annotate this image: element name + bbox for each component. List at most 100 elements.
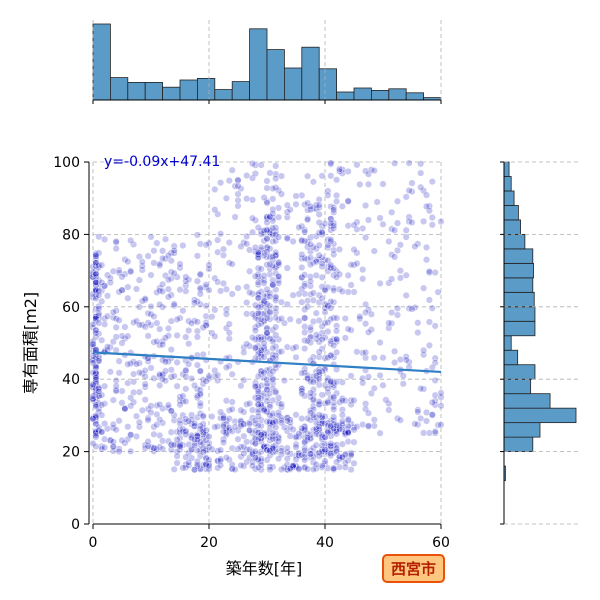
scatter-point [272, 323, 280, 331]
scatter-point [338, 169, 346, 177]
scatter-point [275, 272, 283, 280]
scatter-point [225, 177, 233, 185]
scatter-point [89, 439, 97, 447]
scatter-point [425, 318, 433, 326]
scatter-point [167, 317, 175, 325]
scatter-point [266, 447, 274, 455]
scatter-point [312, 201, 320, 209]
scatter-point [150, 312, 158, 320]
scatter-point [408, 305, 416, 313]
scatter-point [324, 302, 332, 310]
x-axis-title: 築年数[年] [226, 559, 303, 578]
scatter-point [315, 218, 323, 226]
scatter-point [278, 190, 286, 198]
scatter-point [225, 239, 233, 247]
scatter-point [307, 277, 315, 285]
scatter-point [132, 412, 140, 420]
scatter-point [301, 336, 309, 344]
scatter-point [95, 233, 103, 241]
scatter-point [292, 411, 300, 419]
scatter-point [138, 406, 146, 414]
scatter-point [336, 422, 344, 430]
x-hist-bar [336, 91, 355, 101]
scatter-point [150, 430, 158, 438]
scatter-point [205, 433, 213, 441]
x-tick-label: 40 [316, 535, 334, 551]
scatter-point [425, 268, 433, 276]
scatter-point [278, 298, 286, 306]
scatter-point [234, 182, 242, 190]
scatter-point [188, 319, 196, 327]
scatter-point [237, 422, 245, 430]
scatter-point [263, 393, 271, 401]
scatter-point [257, 227, 265, 235]
scatter-point [350, 221, 358, 229]
x-hist-bar [318, 68, 338, 101]
scatter-point [318, 263, 326, 271]
scatter-point [228, 260, 236, 268]
scatter-point [301, 314, 309, 322]
scatter-point [437, 218, 445, 226]
scatter-point [315, 203, 323, 211]
scatter-point [292, 200, 300, 208]
scatter-point [144, 319, 152, 327]
scatter-point [248, 406, 256, 414]
scatter-point [147, 271, 155, 279]
scatter-point [278, 348, 286, 356]
scatter-point [298, 255, 306, 263]
scatter-point [193, 318, 201, 326]
scatter-point [272, 269, 280, 277]
scatter-point [161, 334, 169, 342]
scatter-point [219, 279, 227, 287]
scatter-point [344, 271, 352, 279]
scatter-point [333, 458, 341, 466]
scatter-point [92, 363, 100, 371]
scatter-point [379, 354, 387, 362]
scatter-point [283, 343, 291, 351]
scatter-point [188, 431, 196, 439]
scatter-point [396, 241, 404, 249]
scatter-point [298, 273, 306, 281]
scatter-point [211, 206, 219, 214]
scatter-point [89, 392, 97, 400]
scatter-point [266, 213, 274, 221]
x-marginal-histogram [92, 20, 442, 104]
scatter-point [121, 439, 129, 447]
scatter-point [263, 300, 271, 308]
scatter-point [399, 372, 407, 380]
scatter-point [388, 251, 396, 259]
scatter-point [217, 408, 225, 416]
scatter-point [193, 277, 201, 285]
scatter-point [173, 358, 181, 366]
scatter-point [193, 252, 201, 260]
scatter-point [312, 430, 320, 438]
scatter-point [214, 278, 222, 286]
scatter-point [251, 427, 259, 435]
scatter-point [101, 382, 109, 390]
scatter-point [170, 465, 178, 473]
scatter-point [170, 302, 178, 310]
scatter-point [336, 425, 344, 433]
scatter-point [324, 450, 332, 458]
scatter-point [156, 287, 164, 295]
scatter-point [196, 300, 204, 308]
scatter-point [231, 466, 239, 474]
scatter-point [167, 346, 175, 354]
scatter-point [324, 257, 332, 265]
scatter-point [188, 445, 196, 453]
scatter-point [144, 414, 152, 422]
scatter-point [370, 247, 378, 255]
y-hist-bar [503, 364, 536, 380]
scatter-point [312, 335, 320, 343]
scatter-point [254, 303, 262, 311]
scatter-point [425, 429, 433, 437]
scatter-point [359, 379, 367, 387]
scatter-point [263, 305, 271, 313]
scatter-point [266, 169, 274, 177]
scatter-point [109, 314, 117, 322]
scatter-point [417, 160, 425, 168]
scatter-point [173, 459, 181, 467]
scatter-point [312, 414, 320, 422]
scatter-point [219, 245, 227, 253]
scatter-point [112, 426, 120, 434]
